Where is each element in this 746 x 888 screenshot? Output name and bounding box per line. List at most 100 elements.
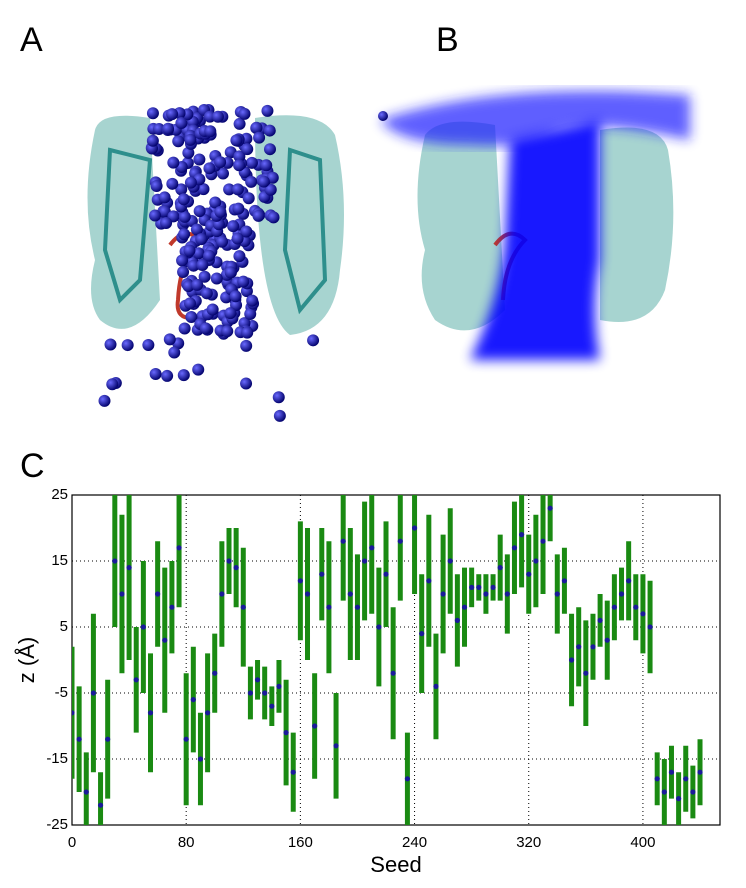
data-point	[668, 769, 675, 775]
ion-sphere	[240, 339, 253, 352]
data-point	[169, 604, 175, 610]
data-point	[697, 769, 703, 775]
data-point	[647, 624, 653, 630]
data-point	[411, 525, 418, 531]
ion-sphere	[266, 171, 279, 184]
ion-sphere	[197, 183, 210, 196]
data-point	[454, 617, 460, 624]
ion-sphere	[178, 210, 191, 223]
ion-sphere	[193, 153, 206, 166]
data-point	[376, 624, 382, 630]
data-point	[554, 591, 560, 597]
data-point	[347, 591, 353, 597]
ion-sphere	[204, 125, 217, 138]
ion-sphere	[264, 183, 277, 196]
data-point	[312, 723, 318, 729]
data-point	[604, 637, 610, 643]
ion-sphere	[231, 232, 244, 245]
ion-sphere	[244, 307, 257, 320]
data-point	[690, 789, 696, 795]
ion-sphere	[149, 209, 162, 222]
ion-sphere	[245, 175, 258, 188]
data-point	[511, 545, 518, 551]
data-point	[640, 611, 646, 617]
data-point	[618, 591, 625, 597]
data-point	[112, 558, 118, 564]
ion-sphere	[217, 167, 230, 180]
ion-sphere	[192, 247, 205, 260]
ion-sphere	[245, 156, 258, 169]
data-point	[383, 571, 389, 577]
data-point	[269, 703, 275, 709]
ion-sphere	[158, 191, 171, 204]
ion-sphere	[160, 217, 173, 230]
data-point	[90, 690, 97, 696]
data-point	[461, 604, 468, 610]
panel-label: B	[436, 21, 459, 59]
ion-sphere	[261, 104, 274, 117]
data-point	[83, 789, 89, 795]
ion-sphere	[146, 134, 159, 147]
ion-sphere	[246, 294, 259, 307]
ion-sphere	[223, 183, 236, 196]
data-point	[262, 690, 268, 696]
data-point	[155, 591, 161, 597]
data-point	[426, 578, 432, 584]
data-point	[326, 604, 332, 610]
ion-sphere	[198, 270, 211, 283]
ion-sphere	[260, 159, 273, 172]
ion-sphere	[163, 333, 176, 346]
ion-sphere	[175, 183, 188, 196]
data-point	[547, 505, 553, 511]
data-point	[361, 558, 368, 564]
ion-sphere	[240, 377, 253, 390]
x-tick-label: 320	[516, 834, 541, 851]
panel-label: C	[20, 447, 45, 485]
data-point	[683, 776, 689, 782]
x-axis-label: Seed	[370, 852, 421, 877]
data-point	[504, 591, 510, 597]
data-point	[397, 538, 403, 544]
data-point	[333, 743, 339, 749]
ion-sphere	[106, 378, 119, 391]
data-point	[419, 631, 425, 637]
ion-sphere	[199, 322, 212, 335]
protein-b	[378, 90, 690, 360]
data-point	[204, 710, 211, 716]
ion-sphere	[242, 192, 255, 205]
data-point	[233, 565, 239, 571]
ion-sphere	[146, 107, 159, 120]
ion-sphere	[191, 278, 204, 291]
y-tick-label: -5	[55, 684, 68, 701]
ion-sphere	[257, 175, 270, 188]
data-point	[469, 584, 475, 591]
data-point	[254, 677, 261, 683]
data-point	[404, 776, 411, 782]
ion-sphere	[178, 322, 191, 335]
ion-sphere	[241, 143, 254, 156]
ion-sphere	[272, 391, 285, 404]
ion-sphere	[177, 193, 190, 206]
data-point	[212, 670, 218, 676]
data-point	[369, 545, 375, 551]
ion-sphere	[233, 159, 246, 172]
data-point	[183, 736, 189, 742]
data-point	[476, 584, 482, 591]
data-point	[119, 591, 125, 597]
data-point	[319, 571, 325, 577]
ion-sphere	[177, 369, 190, 382]
ion-sphere	[192, 363, 205, 376]
ion-sphere	[162, 122, 175, 135]
protein-a	[87, 104, 344, 422]
ion-sphere	[153, 123, 166, 136]
data-point	[290, 769, 296, 775]
ion-sphere	[121, 339, 134, 352]
ion-sphere	[209, 196, 222, 209]
ion-sphere	[200, 287, 213, 300]
ion-sphere	[231, 183, 244, 196]
ion-sphere	[172, 135, 185, 148]
data-point	[590, 644, 596, 650]
data-point	[611, 604, 617, 610]
ion-sphere	[177, 266, 190, 279]
